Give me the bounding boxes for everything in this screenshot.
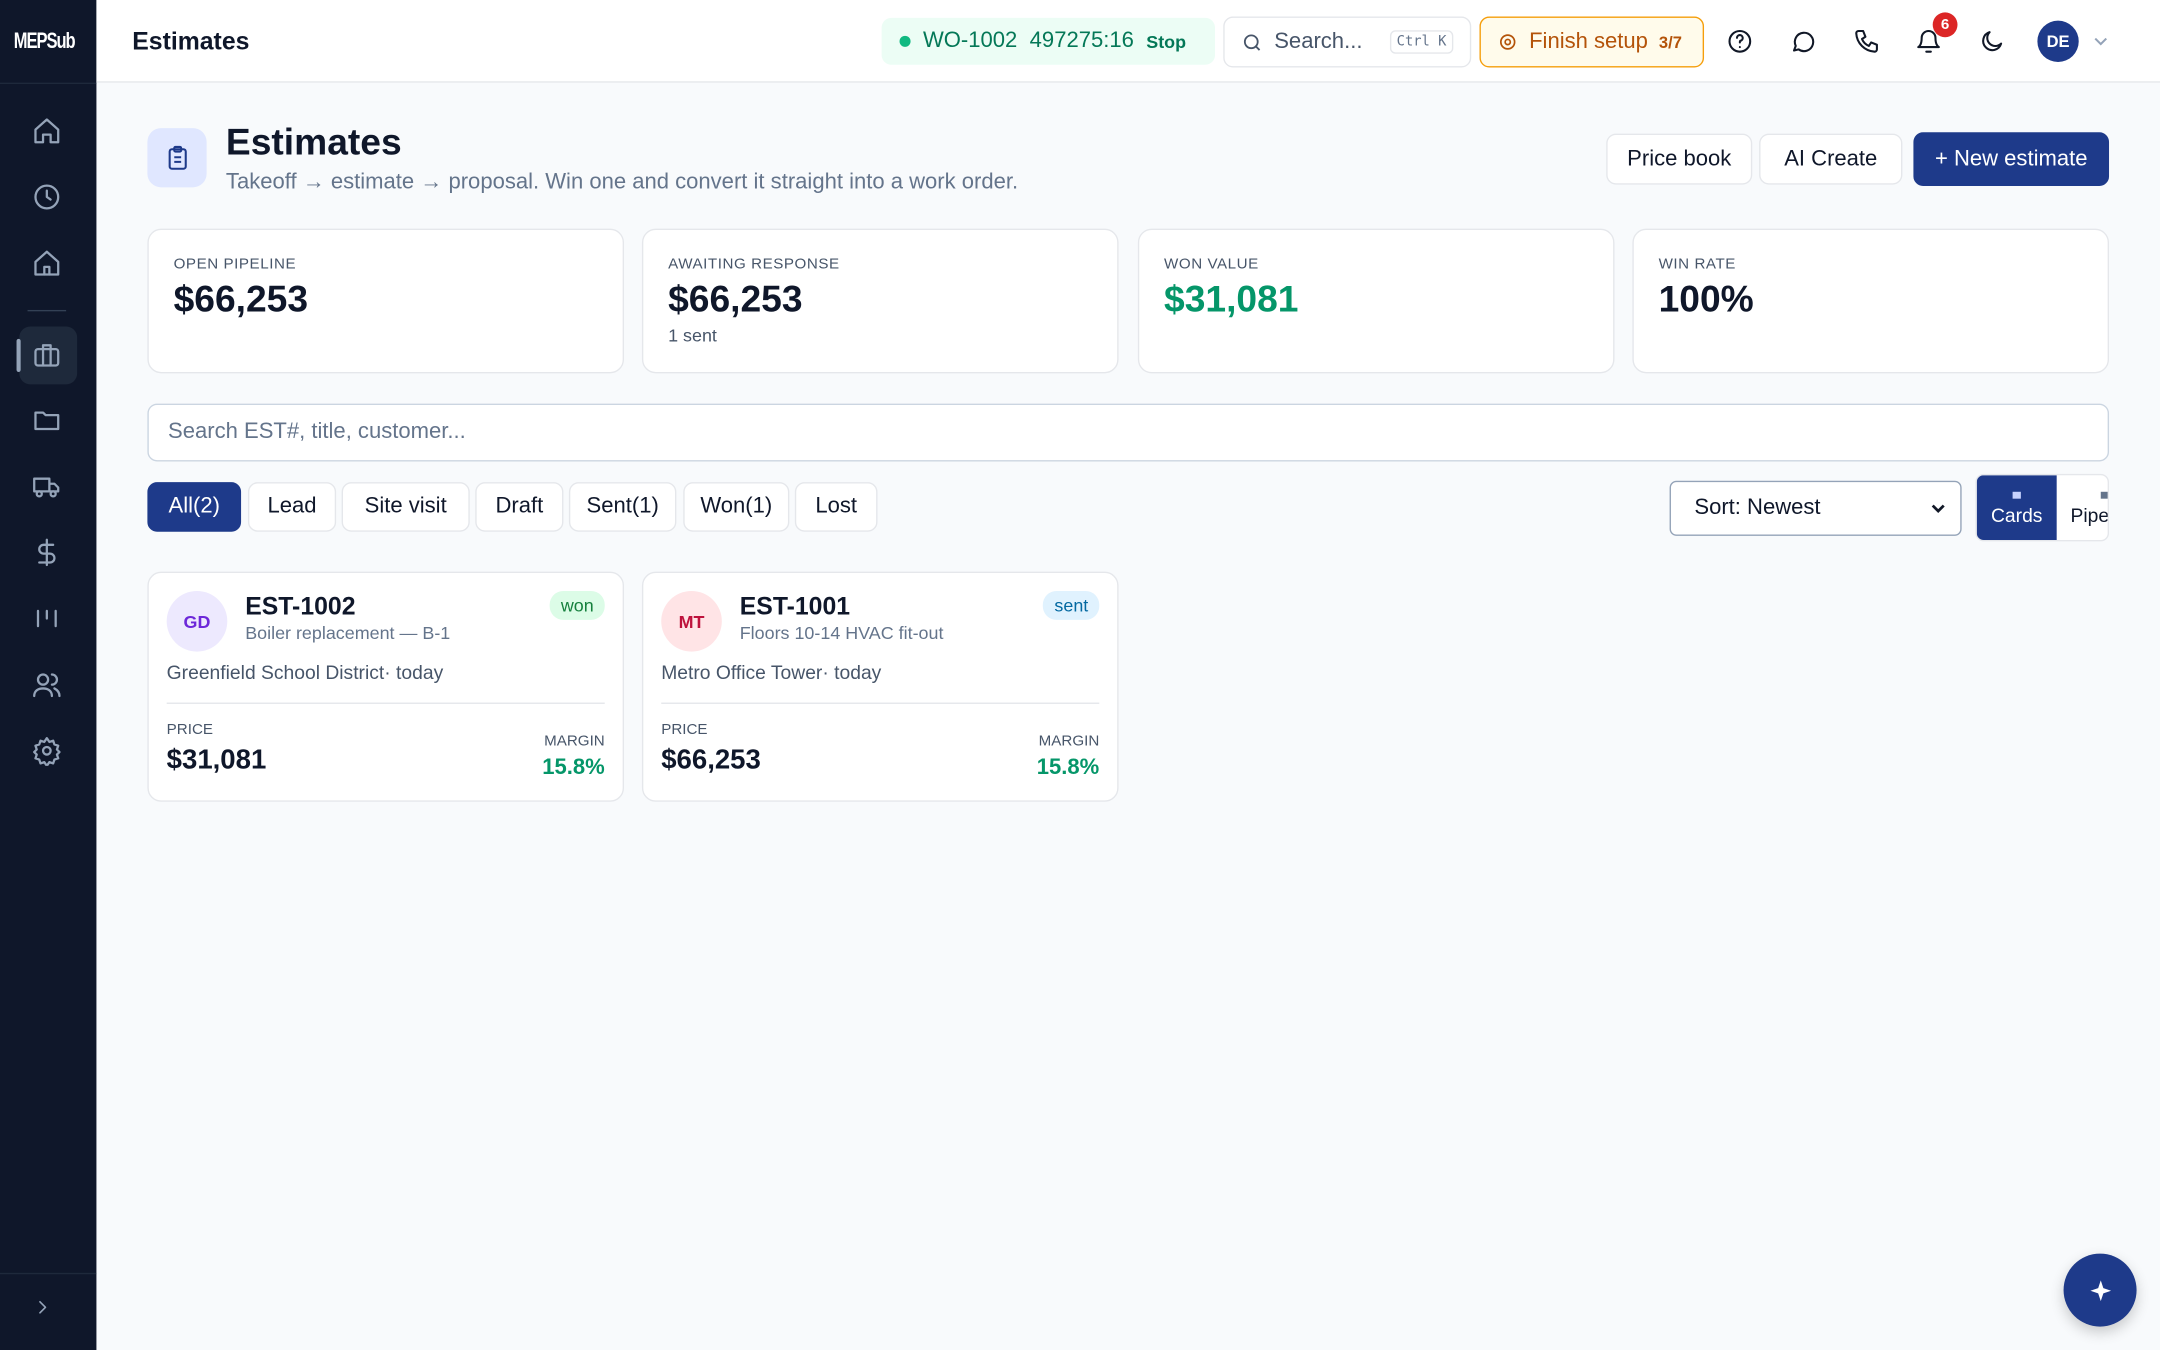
status-badge: sent [1043,590,1100,620]
help[interactable] [1726,28,1754,62]
filter-chip[interactable]: Lead [247,482,337,532]
customer-avatar: MT [661,590,722,652]
estimate-search-placeholder: Search EST#, title, customer... [168,420,466,444]
price: $31,081 [166,745,267,776]
price-book-button[interactable]: Price book [1606,133,1753,185]
user-menu-chevron[interactable] [2092,34,2109,48]
nav-files[interactable] [32,405,65,438]
margin-label: MARGIN [1038,732,1100,750]
nav-history[interactable] [32,182,65,215]
sort-select[interactable]: Sort: Newest [1669,480,1962,536]
global-search[interactable]: Search... Ctrl K [1223,16,1472,68]
view-pipeline-label: Pipe [2070,504,2110,527]
stat-label: WIN RATE [1658,256,1736,273]
nav-settings[interactable] [32,736,65,769]
nav-reports[interactable] [32,603,65,636]
sort-label: Sort: Newest [1694,495,1821,520]
nav-fleet[interactable] [32,471,65,504]
timer-work-order[interactable]: WO-1002 [922,28,1018,53]
margin-label: MARGIN [544,732,605,750]
notifications[interactable] [1915,28,1943,62]
filter-chip[interactable]: Sent(1) [568,482,677,532]
stat-label: AWAITING RESPONSE [668,256,840,273]
estimate-number: EST-1002 [245,592,356,620]
phone[interactable] [1853,28,1881,62]
header-icon [147,128,207,188]
stat-card: WON VALUE $31,081 [1137,228,1615,374]
filter-chip[interactable]: Won(1) [683,482,790,532]
estimate-title: Floors 10-14 HVAC fit-out [739,622,944,644]
view-toggle: Cards Pipe [1975,473,2110,542]
customer-avatar: GD [166,590,228,652]
stat-value: 100% [1658,278,1754,320]
price: $66,253 [661,745,761,776]
estimate-search[interactable]: Search EST#, title, customer... [147,403,2110,462]
new-estimate-button[interactable]: + New estimate [1913,132,2110,186]
messages[interactable] [1789,28,1817,62]
expand-sidebar[interactable] [32,1296,65,1329]
page-title: Estimates [132,27,250,56]
setup-label: Finish setup [1529,29,1648,54]
assistant-fab[interactable] [2063,1253,2137,1327]
estimate-customer: Greenfield School District· today [166,661,444,684]
divider [661,702,1100,704]
nav-active-bg [19,326,78,385]
header-subtitle: Takeoff → estimate → proposal. Win one a… [225,170,1019,195]
price-label: PRICE [661,721,708,739]
estimate-title: Boiler replacement — B-1 [245,622,451,644]
search-shortcut: Ctrl K [1389,30,1454,54]
estimate-card[interactable]: GD EST-1002 Boiler replacement — B-1 won Gre… [147,571,625,802]
view-pipeline[interactable]: Pipe [2057,475,2110,540]
theme-toggle[interactable] [1978,28,2006,62]
divider [166,702,605,704]
price-label: PRICE [166,721,214,739]
sidebar: MEPSub [0,0,97,1350]
topbar: Estimates WO-1002 497275:16 Stop Search.… [96,0,2160,83]
margin: 15.8% [1036,756,1100,780]
header-title: Estimates [225,121,402,163]
ai-create-button[interactable]: AI Create [1759,133,1903,185]
view-cards-label: Cards [1990,504,2043,527]
nav-properties[interactable] [32,248,65,281]
finish-setup[interactable]: Finish setup 3/7 [1479,16,1705,68]
status-badge: won [549,590,605,620]
stat-value: $66,253 [173,278,309,320]
logo[interactable]: MEPSub [11,19,88,66]
timer: WO-1002 497275:16 Stop [881,17,1215,65]
filter-chip[interactable]: Site visit [341,482,470,532]
stat-label: OPEN PIPELINE [173,256,297,273]
setup-progress: 3/7 [1658,32,1682,52]
filter-chip[interactable]: All(2) [147,482,242,532]
stat-card: WIN RATE 100% [1632,228,2110,374]
notification-count: 6 [1932,12,1958,38]
nav-home[interactable] [32,116,65,149]
filter-chip[interactable]: Lost [794,482,878,532]
estimate-customer: Metro Office Tower· today [661,661,882,684]
estimate-card[interactable]: MT EST-1001 Floors 10-14 HVAC fit-out sent M… [641,571,1119,802]
user-avatar[interactable]: DE [2037,20,2079,62]
timer-stop[interactable]: Stop [1146,30,1187,52]
stat-value: $66,253 [668,278,803,320]
nav-team[interactable] [32,669,65,702]
timer-elapsed: 497275:16 [1029,28,1134,53]
logo-text: MEPSub [13,30,76,54]
stat-label: WON VALUE [1164,256,1259,273]
view-cards[interactable]: Cards [1976,475,2057,540]
stat-note: 1 sent [668,325,717,346]
stat-card: AWAITING RESPONSE $66,253 1 sent [641,228,1119,374]
search-placeholder: Search... [1274,29,1363,54]
stat-card: OPEN PIPELINE $66,253 [147,228,625,374]
estimate-number: EST-1001 [739,592,851,620]
nav-billing[interactable] [32,537,65,570]
filter-chip[interactable]: Draft [475,482,564,532]
margin: 15.8% [542,756,605,780]
nav-estimates[interactable] [32,340,65,373]
stat-value: $31,081 [1164,278,1299,320]
